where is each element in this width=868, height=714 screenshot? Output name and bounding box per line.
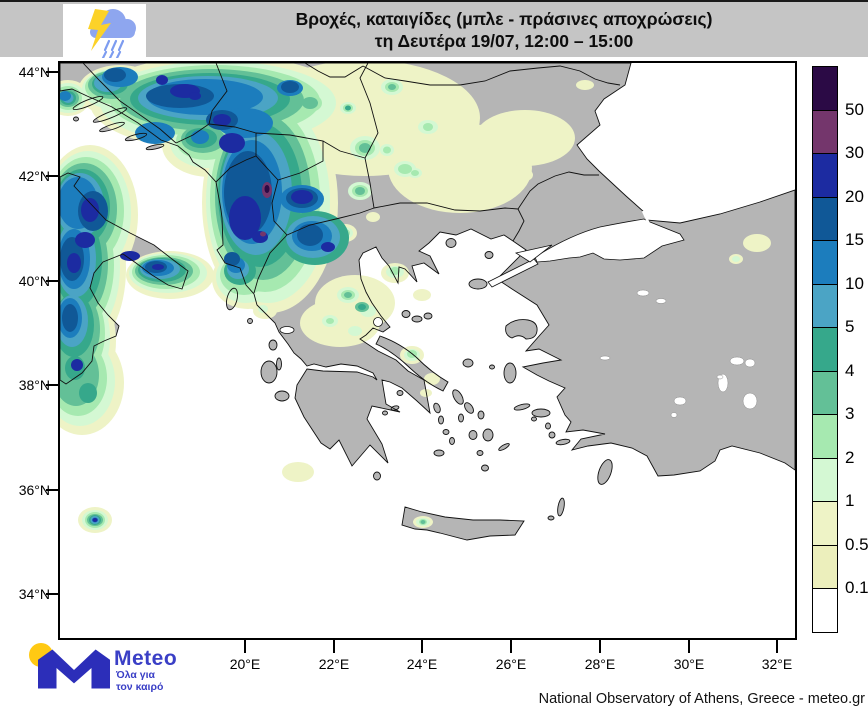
colorbar-label-5: 5: [845, 317, 855, 336]
lat-tick: [46, 175, 59, 177]
header-bar: Βροχές, καταιγίδες (μπλε - πράσινες αποχ…: [0, 0, 868, 59]
attribution-text: National Observatory of Athens, Greece -…: [538, 691, 865, 707]
weather-icon-box: [63, 4, 146, 58]
lon-label-32e: 32°E: [761, 656, 793, 672]
colorbar-cell: [813, 241, 837, 285]
country-borders: [82, 63, 621, 294]
storm-cloud-lightning-rain-icon: [88, 9, 136, 58]
lat-tick: [46, 489, 59, 491]
lat-tick: [46, 593, 59, 595]
lat-tick: [46, 71, 59, 73]
lon-label-22e: 22°E: [318, 656, 350, 672]
colorbar-label-10: 10: [845, 274, 864, 293]
colorbar-label-3: 3: [845, 404, 855, 423]
lon-tick: [776, 640, 778, 653]
colorbar-cell: [813, 284, 837, 329]
lat-label-34n: 34°N: [18, 586, 50, 602]
meteo-logo-brand: Meteo: [114, 647, 178, 670]
lon-label-30e: 30°E: [673, 656, 705, 672]
anatolia-lakes: [599, 289, 758, 418]
colorbar-cell: [813, 328, 837, 372]
colorbar-cell: [813, 197, 837, 242]
colorbar-cell: [813, 589, 837, 632]
title-line-2: τη Δευτέρα 19/07, 12:00 – 15:00: [374, 31, 634, 51]
greece-balkans-precipitation-map: [60, 63, 795, 638]
meteo-logo-tagline: Όλα για τον καιρό: [116, 669, 163, 693]
lon-label-28e: 28°E: [584, 656, 616, 672]
lat-label-42n: 42°N: [18, 168, 50, 184]
map-frame: [58, 61, 797, 640]
tagline-line-2: τον καιρό: [116, 681, 164, 693]
pagasetic-gulf: [373, 317, 383, 327]
lon-tick: [688, 640, 690, 653]
colorbar-label-15: 15: [845, 230, 864, 249]
map-title: Βροχές, καταιγίδες (μπλε - πράσινες αποχ…: [150, 2, 858, 59]
colorbar-label-30: 30: [845, 143, 864, 162]
colorbar-label-4: 4: [845, 361, 855, 380]
lon-label-20e: 20°E: [229, 656, 261, 672]
colorbar-cell: [813, 154, 837, 198]
colorbar-cell: [813, 502, 837, 546]
colorbar-cell: [813, 67, 837, 111]
lat-tick: [46, 384, 59, 386]
lat-label-36n: 36°N: [18, 482, 50, 498]
colorbar-label-2: 2: [845, 448, 855, 467]
precipitation-field: [60, 63, 771, 533]
dardanelles-strait: [487, 258, 539, 288]
precipitation-colorbar: [812, 66, 838, 633]
lon-label-26e: 26°E: [495, 656, 527, 672]
colorbar-cell: [813, 415, 837, 459]
sea-of-marmara: [534, 218, 685, 263]
bosphorus-strait: [641, 210, 651, 225]
ambracian-gulf: [279, 326, 295, 334]
tagline-line-1: Όλα για: [116, 669, 155, 681]
lat-label-44n: 44°N: [18, 64, 50, 80]
colorbar-label-20: 20: [845, 187, 864, 206]
colorbar-label-01: 0.1: [845, 578, 868, 597]
gulf-of-saros: [514, 244, 553, 263]
lon-tick: [244, 640, 246, 653]
colorbar-cell: [813, 110, 837, 155]
colorbar-label-05: 0.5: [845, 535, 868, 554]
lon-tick: [599, 640, 601, 653]
lon-tick: [421, 640, 423, 653]
colorbar-cell: [813, 458, 837, 503]
lon-label-24e: 24°E: [406, 656, 438, 672]
lat-tick: [46, 280, 59, 282]
colorbar-label-50: 50: [845, 100, 864, 119]
lon-tick: [510, 640, 512, 653]
lon-tick: [333, 640, 335, 653]
colorbar-label-1: 1: [845, 491, 855, 510]
meteo-logo-m-icon: [38, 649, 110, 689]
title-line-1: Βροχές, καταιγίδες (μπλε - πράσινες αποχ…: [295, 9, 713, 29]
colorbar-cell: [813, 545, 837, 590]
lat-label-40n: 40°N: [18, 273, 50, 289]
sea-overlays: [279, 210, 758, 418]
lat-label-38n: 38°N: [18, 377, 50, 393]
colorbar-cell: [813, 371, 837, 416]
